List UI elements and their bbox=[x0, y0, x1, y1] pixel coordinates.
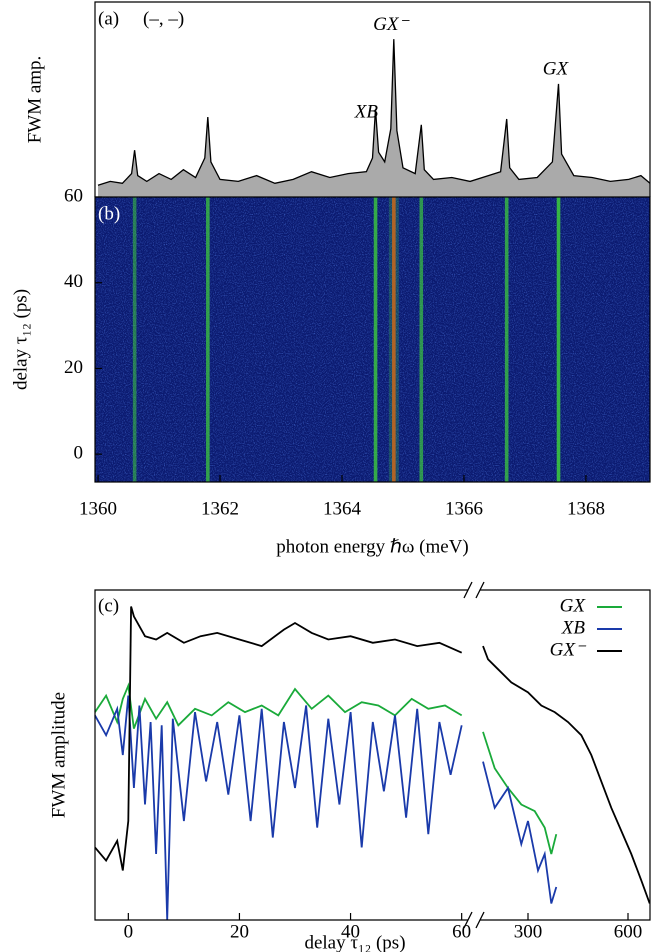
panel-label: (c) bbox=[98, 595, 119, 616]
x-axis-label: photon energy ℏω (meV) bbox=[276, 536, 469, 557]
spectrum-line bbox=[97, 39, 651, 186]
y-tick-label: 0 bbox=[74, 443, 84, 464]
y-tick-label: 40 bbox=[64, 271, 83, 292]
x-tick-label: 20 bbox=[230, 921, 249, 942]
y-tick-label: 20 bbox=[64, 357, 83, 378]
emission-line bbox=[419, 197, 424, 482]
y-axis-label: delay τ₁₂ (ps) bbox=[10, 289, 31, 390]
x-tick-label: 60 bbox=[452, 921, 471, 942]
series-line bbox=[94, 695, 463, 921]
peak-label: GX⁻ bbox=[373, 14, 410, 35]
y-axis-label: FWM amplitude bbox=[48, 692, 69, 818]
series-line bbox=[94, 606, 463, 871]
series-line bbox=[482, 731, 558, 855]
emission-line bbox=[392, 197, 396, 482]
x-tick-label: 1360 bbox=[79, 498, 117, 519]
x-axis-label: delay τ₁₂ (ps) bbox=[304, 932, 405, 952]
frame bbox=[94, 1, 651, 197]
y-tick-label: 60 bbox=[64, 185, 83, 206]
emission-line-halo bbox=[388, 197, 399, 482]
frame bbox=[94, 589, 651, 921]
legend-label: GX⁻ bbox=[550, 639, 587, 660]
y-axis-label: FWM amp. bbox=[24, 56, 45, 144]
x-tick-label: 1366 bbox=[445, 498, 483, 519]
panel-label: (b) bbox=[98, 203, 120, 224]
legend-label: GX bbox=[560, 595, 587, 616]
axis-break bbox=[463, 911, 485, 929]
annotation: (–, –) bbox=[143, 8, 184, 29]
x-tick-label: 300 bbox=[514, 921, 543, 942]
emission-line bbox=[373, 197, 378, 482]
legend-label: XB bbox=[561, 617, 586, 638]
emission-line bbox=[556, 197, 561, 482]
x-tick-label: 40 bbox=[341, 921, 360, 942]
peak-label: XB bbox=[354, 102, 379, 123]
x-tick-label: 0 bbox=[124, 921, 134, 942]
frame bbox=[94, 196, 651, 483]
x-tick-label: 1364 bbox=[323, 498, 362, 519]
peak-label: GX bbox=[543, 59, 570, 80]
x-tick-label: 600 bbox=[614, 921, 643, 942]
emission-line bbox=[206, 197, 210, 482]
heatmap-noise bbox=[95, 197, 650, 482]
spectrum-fill bbox=[98, 39, 650, 197]
series-line bbox=[482, 761, 558, 904]
panel-label: (a) bbox=[98, 8, 119, 29]
x-tick-label: 1362 bbox=[201, 498, 239, 519]
axis-break bbox=[463, 581, 485, 599]
emission-line bbox=[132, 197, 137, 482]
series-line bbox=[482, 645, 651, 904]
emission-line bbox=[504, 197, 509, 482]
x-tick-label: 1368 bbox=[567, 498, 605, 519]
